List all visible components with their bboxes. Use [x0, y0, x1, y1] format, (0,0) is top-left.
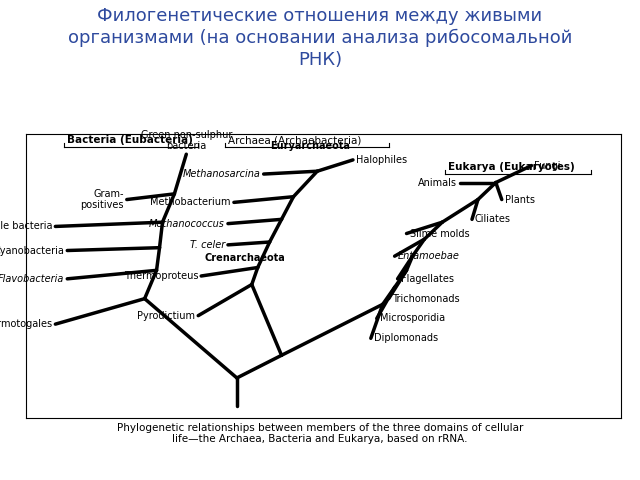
Text: Trichomonads: Trichomonads [392, 294, 460, 304]
Text: Cyanobacteria: Cyanobacteria [0, 245, 64, 255]
Text: Purple bacteria: Purple bacteria [0, 221, 52, 231]
Text: Ciliates: Ciliates [475, 215, 511, 224]
Text: Microsporidia: Microsporidia [380, 313, 445, 324]
Text: Pyrodictium: Pyrodictium [137, 311, 195, 321]
Text: Euryarchaeota: Euryarchaeota [269, 141, 349, 151]
Text: Methobacterium: Methobacterium [150, 197, 231, 207]
Text: Green non-sulphur
bacteria: Green non-sulphur bacteria [141, 130, 232, 151]
Text: Plants: Plants [505, 194, 535, 204]
Text: Gram-
positives: Gram- positives [80, 189, 124, 210]
Text: Slime molds: Slime molds [410, 228, 469, 239]
Text: Thermoproteus: Thermoproteus [124, 271, 198, 281]
Text: Diplomonads: Diplomonads [374, 333, 438, 343]
Text: Methanosarcina: Methanosarcina [183, 169, 260, 179]
Text: Crenarchaeota: Crenarchaeota [204, 252, 285, 263]
Text: Phylogenetic relationships between members of the three domains of cellular
life: Phylogenetic relationships between membe… [117, 423, 523, 444]
Text: T. celer: T. celer [189, 240, 225, 250]
Text: Филогенетические отношения между живыми
организмами (на основании анализа рибосо: Филогенетические отношения между живыми … [68, 7, 572, 70]
Text: Flavobacteria: Flavobacteria [0, 274, 64, 284]
Text: Flagellates: Flagellates [401, 274, 454, 284]
Text: Fungi: Fungi [534, 160, 561, 170]
Text: Animals: Animals [418, 178, 457, 188]
Text: Thermotogales: Thermotogales [0, 319, 52, 329]
Text: Methanococcus: Methanococcus [149, 218, 225, 228]
Text: Bacteria (Eubacteria): Bacteria (Eubacteria) [67, 135, 193, 145]
Text: Archaea (Archaebacteria): Archaea (Archaebacteria) [228, 135, 362, 145]
Text: Entamoebae: Entamoebae [397, 251, 460, 261]
Text: Eukarya (Eukaryotes): Eukarya (Eukaryotes) [448, 162, 575, 172]
Text: Halophiles: Halophiles [356, 155, 407, 165]
